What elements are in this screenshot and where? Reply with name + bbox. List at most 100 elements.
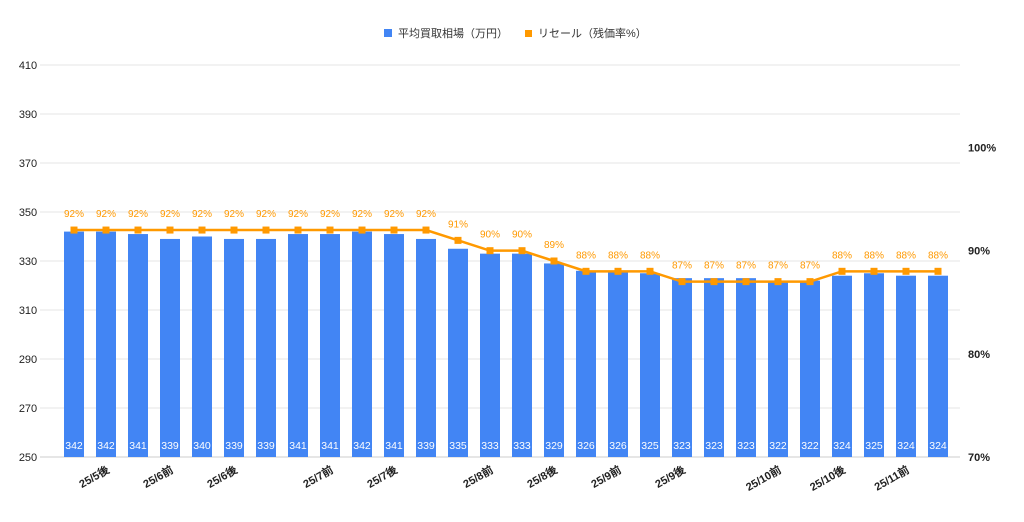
line-point[interactable] [838,267,846,275]
legend-label-line[interactable]: リセール（残価率%） [538,26,647,40]
line-point[interactable] [390,226,398,234]
bar-data-label: 322 [769,440,787,452]
line-point[interactable] [742,278,750,286]
line-point[interactable] [550,257,558,265]
line-point[interactable] [230,226,238,234]
bar[interactable] [800,280,820,457]
bar[interactable] [96,231,116,457]
bar[interactable] [352,231,372,457]
x-axis-tick-label: 25/6後 [204,462,240,491]
line-point[interactable] [678,278,686,286]
line-data-label: 92% [352,209,372,220]
line-point[interactable] [70,226,78,234]
bar[interactable] [128,234,148,457]
bar-data-label: 339 [417,440,435,452]
bar[interactable] [768,280,788,457]
line-point[interactable] [710,278,718,286]
line-point[interactable] [934,267,942,275]
bar[interactable] [640,273,660,457]
line-point[interactable] [198,226,206,234]
line-point[interactable] [646,267,654,275]
line-point[interactable] [358,226,366,234]
legend-swatch-line [525,30,532,37]
line-series [74,228,938,283]
bar[interactable] [160,238,180,457]
bar[interactable] [544,263,564,457]
line-point[interactable] [134,226,142,234]
line-data-label: 87% [768,261,788,272]
line-data-label: 87% [672,261,692,272]
line-point[interactable] [262,226,270,234]
bar-data-label: 339 [225,440,243,452]
line-point[interactable] [774,278,782,286]
line-data-label: 92% [384,209,404,220]
line-point[interactable] [870,267,878,275]
line-data-label: 88% [608,250,628,261]
bar-data-label: 324 [897,440,915,452]
line-data-label: 88% [928,250,948,261]
line-data-label: 91% [448,219,468,230]
bar[interactable] [704,278,724,457]
left-axis-tick-label: 290 [19,354,37,366]
bar-data-label: 341 [129,440,147,452]
line-point[interactable] [102,226,110,234]
line-point[interactable] [326,226,334,234]
bar[interactable] [512,253,532,457]
bar[interactable] [320,234,340,457]
bar[interactable] [256,238,276,457]
bar[interactable] [416,238,436,457]
line-point[interactable] [294,226,302,234]
bar[interactable] [480,253,500,457]
line-point[interactable] [454,236,462,244]
line-data-label: 87% [736,261,756,272]
x-axis-tick-label: 25/8後 [524,462,560,491]
x-axis-tick-label: 25/10後 [807,462,848,494]
line-data-label: 92% [416,209,436,220]
bar[interactable] [576,270,596,457]
bar[interactable] [64,231,84,457]
bar[interactable] [736,278,756,457]
bar[interactable] [608,270,628,457]
bar[interactable] [288,234,308,457]
x-axis-tick-label: 25/5後 [76,462,112,491]
bar[interactable] [384,234,404,457]
bar[interactable] [192,236,212,458]
bar[interactable] [896,275,916,457]
line-data-label: 92% [224,209,244,220]
line-data-label: 88% [640,250,660,261]
line-data-label: 92% [64,209,84,220]
line-data-label: 87% [800,261,820,272]
line-point[interactable] [422,226,430,234]
bar-data-label: 323 [673,440,691,452]
left-axis-tick-label: 410 [19,60,37,72]
x-axis-tick-label: 25/9前 [588,462,623,490]
x-axis-tick-label: 25/6前 [140,462,175,490]
line-point[interactable] [614,267,622,275]
left-axis-tick-label: 250 [19,452,37,464]
bar[interactable] [448,248,468,457]
legend-label-bar[interactable]: 平均買取相場（万円） [398,27,508,40]
bar-data-label: 339 [161,440,179,452]
line-point[interactable] [486,247,494,255]
left-axis-tick-label: 350 [19,207,37,219]
line-point[interactable] [518,247,526,255]
bar[interactable] [832,275,852,457]
bar-data-label: 339 [257,440,275,452]
line-point[interactable] [902,267,910,275]
bar[interactable] [224,238,244,457]
line-data-label: 88% [832,250,852,261]
line-point[interactable] [806,278,814,286]
line-point[interactable] [166,226,174,234]
bar[interactable] [928,275,948,457]
bar[interactable] [864,273,884,457]
right-axis-tick-label: 80% [968,349,990,361]
line-data-label: 89% [544,240,564,251]
bar-data-label: 325 [641,440,659,452]
bar[interactable] [672,278,692,457]
line-data-label: 92% [256,209,276,220]
line-data-label: 88% [864,250,884,261]
line-point[interactable] [582,267,590,275]
bar-data-label: 341 [385,440,403,452]
left-axis-tick-label: 270 [19,403,37,415]
